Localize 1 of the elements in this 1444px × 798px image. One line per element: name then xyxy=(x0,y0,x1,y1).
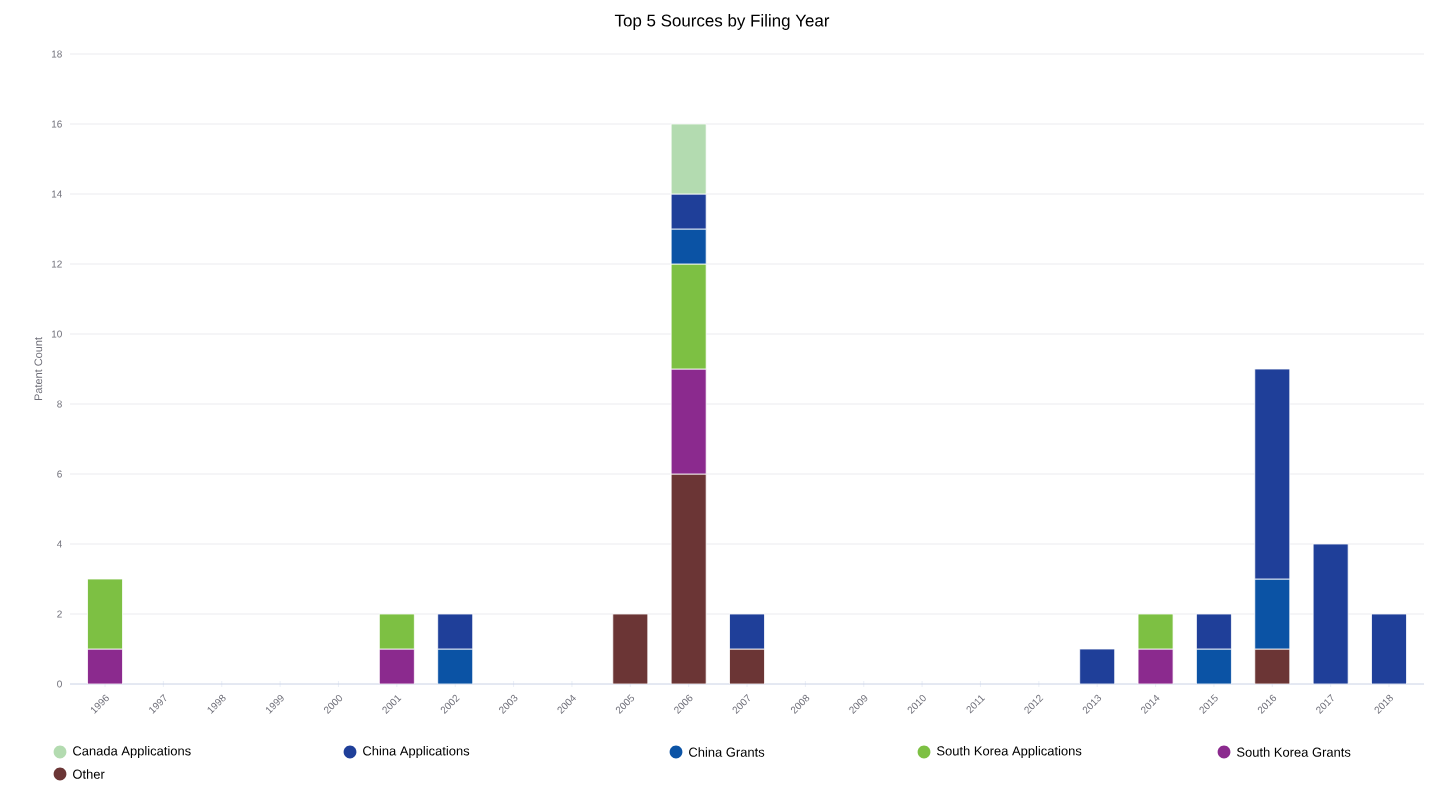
chart-title: Top 5 Sources by Filing Year xyxy=(614,14,830,30)
